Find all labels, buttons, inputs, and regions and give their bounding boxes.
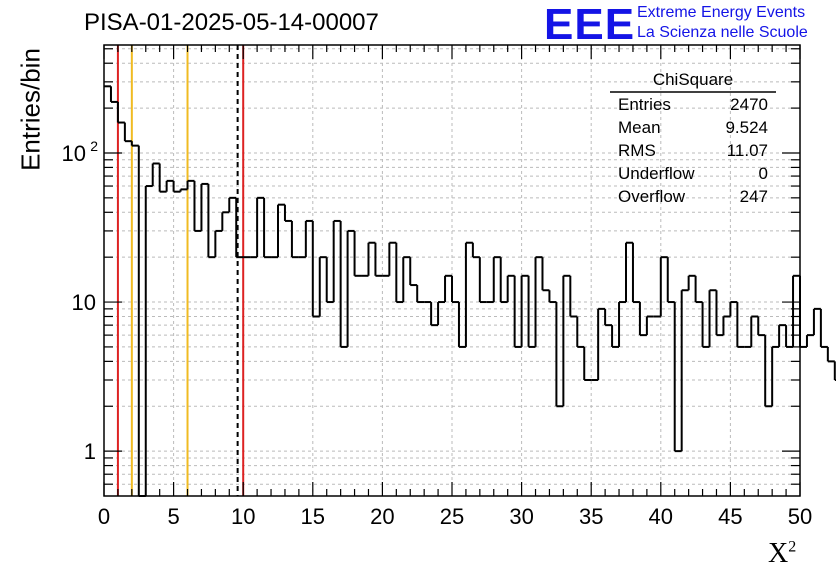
eee-logo-mark: EEE bbox=[544, 0, 636, 49]
stats-row-value: 0 bbox=[759, 164, 768, 183]
y-axis-label: Entries/bin bbox=[15, 48, 46, 171]
x-axis-label: X2 bbox=[768, 538, 796, 570]
x-tick-label: 5 bbox=[167, 504, 179, 529]
x-tick-label: 35 bbox=[579, 504, 603, 529]
stats-row-label: Underflow bbox=[618, 164, 695, 183]
x-axis-label-sup: 2 bbox=[788, 538, 797, 556]
x-tick-label: 45 bbox=[718, 504, 742, 529]
logo-line-2: La Scienza nelle Scuole bbox=[637, 24, 808, 41]
stats-row-label: RMS bbox=[618, 141, 656, 160]
stats-row-value: 2470 bbox=[730, 95, 768, 114]
x-tick-label: 30 bbox=[509, 504, 533, 529]
x-axis-label-main: X bbox=[768, 538, 789, 569]
y-tick-label: 1 bbox=[84, 439, 96, 464]
x-tick-label: 40 bbox=[649, 504, 673, 529]
x-tick-label: 25 bbox=[440, 504, 464, 529]
logo-line-1: Extreme Energy Events bbox=[637, 4, 806, 21]
x-tick-label: 50 bbox=[788, 504, 812, 529]
y-tick-label-exponent: 2 bbox=[90, 138, 98, 154]
axis-ticks bbox=[103, 45, 801, 496]
stats-row-value: 247 bbox=[740, 187, 768, 206]
x-tick-label: 0 bbox=[98, 504, 110, 529]
stats-title: ChiSquare bbox=[653, 70, 733, 89]
chart-title: PISA-01-2025-05-14-00007 bbox=[84, 9, 379, 36]
stats-row-value: 9.524 bbox=[725, 118, 768, 137]
x-tick-label: 20 bbox=[370, 504, 394, 529]
stats-row-label: Overflow bbox=[618, 187, 686, 206]
x-tick-label: 15 bbox=[301, 504, 325, 529]
histogram-bars bbox=[104, 85, 836, 497]
stats-row-label: Mean bbox=[618, 118, 661, 137]
y-tick-label: 10 bbox=[62, 141, 86, 166]
stats-row-value: 11.07 bbox=[727, 141, 768, 160]
y-tick-label: 10 bbox=[72, 290, 96, 315]
stats-row-label: Entries bbox=[618, 95, 671, 114]
x-tick-label: 10 bbox=[231, 504, 255, 529]
reference-lines bbox=[116, 45, 245, 496]
grid bbox=[103, 45, 801, 496]
